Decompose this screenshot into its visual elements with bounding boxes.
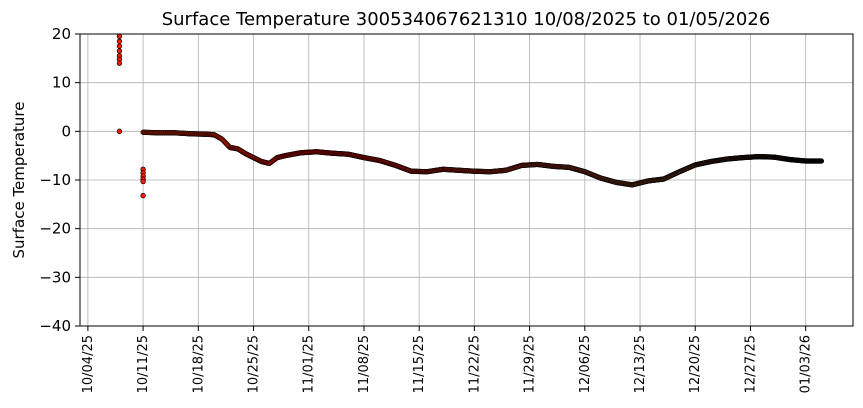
data-points bbox=[116, 33, 825, 199]
x-tick-label: 12/13/25 bbox=[633, 335, 648, 393]
data-point bbox=[116, 128, 123, 134]
y-tick-label: 20 bbox=[52, 25, 71, 43]
x-tick-label: 10/04/25 bbox=[81, 335, 96, 393]
y-tick-label: 10 bbox=[52, 74, 71, 92]
data-point bbox=[116, 38, 123, 44]
data-point bbox=[116, 43, 123, 49]
x-tick-label: 12/27/25 bbox=[743, 335, 758, 393]
data-point bbox=[140, 192, 146, 199]
x-tick-label: 11/01/25 bbox=[302, 335, 317, 393]
x-tick-label: 11/22/25 bbox=[467, 335, 482, 393]
x-tick-label: 11/08/25 bbox=[357, 335, 372, 393]
x-tick-label: 12/06/25 bbox=[578, 335, 593, 393]
x-tick-label: 10/25/25 bbox=[247, 335, 262, 393]
y-tick-label: 0 bbox=[61, 122, 71, 140]
chart-title: Surface Temperature 300534067621310 10/0… bbox=[162, 9, 771, 30]
x-tick-label: 01/03/26 bbox=[799, 335, 814, 393]
x-tick-label: 10/11/25 bbox=[136, 335, 151, 393]
x-tick-label: 10/18/25 bbox=[191, 335, 206, 393]
y-axis-label: Surface Temperature bbox=[10, 102, 28, 259]
data-point bbox=[116, 48, 123, 54]
axis-ticks: −40 −30 −20 −10 0 10 20 10/04/25 10/11/25 10/18/2… bbox=[39, 25, 813, 393]
x-tick-label: 11/29/25 bbox=[523, 335, 538, 393]
y-tick-label: −20 bbox=[39, 220, 71, 238]
y-tick-label: −40 bbox=[39, 317, 71, 335]
grid bbox=[80, 33, 853, 327]
data-point bbox=[116, 33, 123, 40]
x-tick-label: 12/20/25 bbox=[688, 335, 703, 393]
y-tick-label: −10 bbox=[39, 171, 71, 189]
data-point bbox=[116, 60, 123, 66]
y-tick-label: −30 bbox=[39, 268, 71, 286]
data-point bbox=[818, 158, 825, 164]
x-tick-label: 11/15/25 bbox=[412, 335, 427, 393]
data-point bbox=[140, 178, 146, 185]
